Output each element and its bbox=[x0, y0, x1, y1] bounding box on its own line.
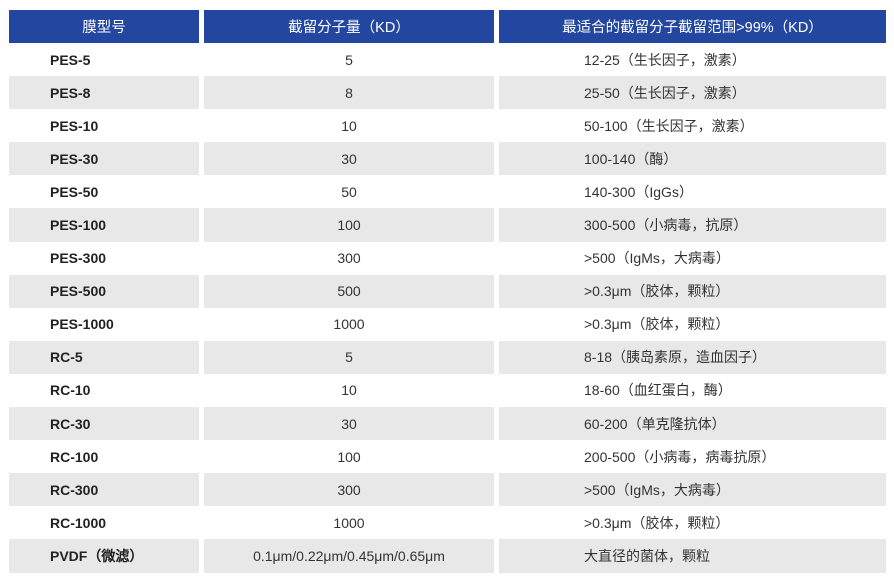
cell-mwco: 5 bbox=[204, 340, 494, 374]
cell-model: PES-8 bbox=[9, 76, 199, 110]
cell-range: 25-50（生长因子，激素） bbox=[499, 76, 886, 110]
cell-range: 50-100（生长因子，激素） bbox=[584, 117, 754, 134]
cell-model: RC-10 bbox=[50, 382, 91, 399]
cell-mwco: 10 bbox=[341, 382, 357, 399]
cell-range: 140-300（IgGs） bbox=[584, 183, 693, 200]
table-header: 膜型号 截留分子量（KD） 最适合的截留分子截留范围>99%（KD） bbox=[9, 10, 886, 43]
header-range: 最适合的截留分子截留范围>99%（KD） bbox=[499, 10, 886, 43]
cell-range: 8-18（胰岛素原，造血因子） bbox=[499, 340, 886, 374]
cell-model: PES-30 bbox=[9, 142, 199, 176]
table-row: PVDF（微滤） 0.1μm/0.22μm/0.45μm/0.65μm 大直径的菌体… bbox=[9, 539, 886, 573]
cell-range: >0.3μm（胶体，颗粒） bbox=[584, 316, 730, 333]
table-row: PES-1000 1000 >0.3μm（胶体，颗粒） bbox=[9, 308, 886, 341]
table-row: RC-10 10 18-60（血红蛋白，酶） bbox=[9, 374, 886, 407]
table-row: PES-500 500 >0.3μm（胶体，颗粒） bbox=[9, 274, 886, 308]
table-row: RC-300 300 >500（IgMs，大病毒） bbox=[9, 473, 886, 507]
table-row: RC-100 100 200-500（小病毒，病毒抗原） bbox=[9, 440, 886, 473]
table-row: PES-5 5 12-25（生长因子，激素） bbox=[9, 43, 886, 76]
table-row: PES-50 50 140-300（IgGs） bbox=[9, 175, 886, 208]
table-row: PES-300 300 >500（IgMs，大病毒） bbox=[9, 242, 886, 275]
cell-model: PES-50 bbox=[50, 183, 99, 200]
cell-range: 300-500（小病毒，抗原） bbox=[499, 208, 886, 242]
membrane-table: 膜型号 截留分子量（KD） 最适合的截留分子截留范围>99%（KD） PES-5… bbox=[9, 10, 886, 573]
cell-mwco: 30 bbox=[204, 142, 494, 176]
cell-mwco: 50 bbox=[341, 183, 357, 200]
cell-model: PES-100 bbox=[9, 208, 199, 242]
cell-model: PES-500 bbox=[9, 274, 199, 308]
cell-mwco: 8 bbox=[204, 76, 494, 110]
cell-model: PVDF（微滤） bbox=[9, 539, 199, 573]
cell-range: 大直径的菌体，颗粒 bbox=[499, 539, 886, 573]
cell-model: PES-5 bbox=[50, 51, 91, 68]
table-row: PES-100 100 300-500（小病毒，抗原） bbox=[9, 208, 886, 242]
cell-model: RC-1000 bbox=[50, 514, 107, 531]
table-row: RC-5 5 8-18（胰岛素原，造血因子） bbox=[9, 340, 886, 374]
cell-range: 100-140（酶） bbox=[499, 142, 886, 176]
cell-mwco: 500 bbox=[204, 274, 494, 308]
table-body: PES-5 5 12-25（生长因子，激素） PES-8 8 25-50（生长因子，激素）… bbox=[9, 43, 886, 573]
table-row: PES-8 8 25-50（生长因子，激素） bbox=[9, 76, 886, 110]
cell-mwco: 5 bbox=[345, 51, 353, 68]
cell-model: RC-5 bbox=[9, 340, 199, 374]
cell-model: RC-100 bbox=[50, 448, 99, 465]
cell-model: PES-1000 bbox=[50, 316, 114, 333]
cell-range: 12-25（生长因子，激素） bbox=[584, 51, 746, 68]
cell-range: >0.3μm（胶体，颗粒） bbox=[499, 274, 886, 308]
cell-range: 18-60（血红蛋白，酶） bbox=[584, 382, 732, 399]
cell-mwco: 30 bbox=[204, 407, 494, 441]
table-row: PES-10 10 50-100（生长因子，激素） bbox=[9, 109, 886, 142]
cell-mwco: 100 bbox=[204, 208, 494, 242]
cell-model: PES-300 bbox=[50, 250, 107, 267]
table-row: RC-1000 1000 >0.3μm（胶体，颗粒） bbox=[9, 506, 886, 539]
cell-range: >500（IgMs，大病毒） bbox=[499, 473, 886, 507]
cell-mwco: 300 bbox=[337, 250, 361, 267]
cell-range: 200-500（小病毒，病毒抗原） bbox=[584, 448, 776, 465]
table-row: PES-30 30 100-140（酶） bbox=[9, 142, 886, 176]
cell-mwco: 0.1μm/0.22μm/0.45μm/0.65μm bbox=[204, 539, 494, 573]
cell-mwco: 1000 bbox=[333, 316, 365, 333]
header-mwco: 截留分子量（KD） bbox=[204, 10, 494, 43]
cell-range: >500（IgMs，大病毒） bbox=[584, 250, 730, 267]
header-model: 膜型号 bbox=[9, 10, 199, 43]
table-row: RC-30 30 60-200（单克隆抗体） bbox=[9, 407, 886, 441]
cell-range: 60-200（单克隆抗体） bbox=[499, 407, 886, 441]
cell-model: PES-10 bbox=[50, 117, 99, 134]
cell-range: >0.3μm（胶体，颗粒） bbox=[584, 514, 730, 531]
cell-mwco: 300 bbox=[204, 473, 494, 507]
cell-mwco: 100 bbox=[337, 448, 361, 465]
cell-model: RC-300 bbox=[9, 473, 199, 507]
cell-mwco: 10 bbox=[341, 117, 357, 134]
cell-model: RC-30 bbox=[9, 407, 199, 441]
cell-mwco: 1000 bbox=[333, 514, 365, 531]
